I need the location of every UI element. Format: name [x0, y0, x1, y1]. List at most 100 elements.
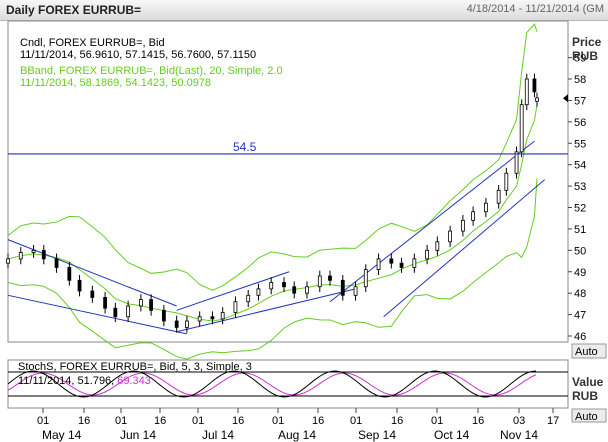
- stoch-legend-d: 69.343: [117, 375, 151, 387]
- candle-body: [149, 299, 154, 311]
- candle-body: [460, 219, 465, 232]
- candle-body: [269, 282, 274, 290]
- candle-body: [184, 320, 189, 328]
- candle-body: [328, 275, 332, 281]
- horizontal-line-label: 54.5: [233, 140, 257, 154]
- trendline[interactable]: [7, 294, 187, 335]
- price-tick-label: 46: [574, 331, 586, 343]
- candle-body: [399, 262, 404, 268]
- trendline[interactable]: [176, 288, 356, 333]
- price-tick-label: 51: [574, 224, 586, 236]
- price-tick-label: 48: [574, 288, 586, 300]
- candle-body: [504, 172, 509, 191]
- candle-body: [532, 78, 537, 93]
- trendline[interactable]: [176, 271, 290, 311]
- stoch-legend-title: StochS, FOREX EURRUB=, Bid, 5, 3, Simple…: [18, 361, 252, 373]
- date-tick-label: 16: [154, 415, 166, 427]
- month-label: Oct 14: [434, 428, 470, 442]
- trendline[interactable]: [7, 239, 177, 307]
- candle-body: [18, 252, 23, 260]
- date-tick-label: 01: [350, 415, 362, 427]
- candle-body: [197, 316, 202, 322]
- candle-body: [77, 279, 82, 292]
- candle-body: [519, 104, 524, 153]
- price-tick-label: 52: [574, 203, 586, 215]
- candle-body: [6, 258, 10, 264]
- bband-middle-line: [7, 104, 538, 322]
- candle-body: [353, 286, 358, 296]
- candle-body: [41, 249, 46, 260]
- trendline[interactable]: [383, 179, 545, 318]
- candle-legend-values: 11/11/2014, 56.9610, 57.1415, 56.7600, 5…: [20, 49, 256, 61]
- candle-body: [54, 258, 59, 268]
- candle-body: [317, 275, 322, 288]
- candle-body: [174, 320, 179, 328]
- date-tick-label: 01: [272, 415, 284, 427]
- candle-body: [282, 282, 286, 288]
- candle-body: [514, 151, 519, 174]
- current-price-marker: [563, 94, 568, 103]
- month-label: May 14: [42, 428, 82, 442]
- price-tick-label: 50: [574, 245, 586, 257]
- candle-body: [67, 267, 72, 281]
- candle-body: [535, 97, 539, 102]
- stoch-k-line: [7, 370, 537, 398]
- candle-body: [376, 258, 381, 271]
- month-label: Nov 14: [500, 428, 538, 442]
- bband-legend-title: BBand, FOREX EURRUB=, Bid(Last), 20, Sim…: [20, 65, 283, 77]
- month-label: Jul 14: [202, 428, 234, 442]
- bband-legend-values: 11/11/2014, 58.1869, 54.1423, 50.0978: [20, 77, 211, 89]
- price-tick-label: 56: [574, 117, 586, 129]
- candle-body: [90, 290, 95, 298]
- candle-body: [448, 230, 453, 243]
- bband-upper-line: [7, 23, 538, 291]
- date-tick-label: 01: [115, 415, 127, 427]
- stoch-legend-k: 11/11/2014, 51.796,: [18, 375, 114, 387]
- price-tick-label: 58: [574, 74, 586, 86]
- price-tick-label: 54: [574, 160, 586, 172]
- chart-title-bar: Daily FOREX EURRUB= 4/18/2014 - 11/21/20…: [0, 0, 608, 21]
- candle-legend-title: Cndl, FOREX EURRUB=, Bid: [20, 37, 165, 49]
- price-tick-label: 47: [574, 310, 586, 322]
- auto-scale-button-stoch[interactable]: Auto: [571, 408, 607, 423]
- auto-scale-button-price[interactable]: Auto: [571, 343, 607, 359]
- candle-body: [389, 258, 394, 264]
- value-axis-unit: RUB: [572, 389, 598, 403]
- date-tick-label: 16: [232, 415, 244, 427]
- candle-body: [126, 305, 131, 318]
- date-tick-label: 01: [431, 415, 443, 427]
- date-tick-label: 17: [547, 415, 559, 427]
- candle-body: [103, 297, 108, 309]
- price-axis-title: Price: [572, 35, 602, 49]
- date-tick-label: 03: [513, 415, 525, 427]
- stoch-legend-values: 11/11/2014, 51.796, 69.343: [18, 375, 151, 387]
- month-label: Sep 14: [358, 428, 396, 442]
- candle-body: [483, 202, 488, 213]
- chart-title: Daily FOREX EURRUB=: [6, 3, 142, 17]
- candle-body: [113, 307, 118, 318]
- price-axis-unit: RUB: [572, 49, 598, 63]
- month-label: Jun 14: [120, 428, 156, 442]
- candle-body: [363, 269, 368, 288]
- candle-body: [138, 299, 143, 307]
- date-tick-label: 16: [472, 415, 484, 427]
- date-tick-label: 16: [312, 415, 324, 427]
- date-range: 4/18/2014 - 11/21/2014 (GM: [466, 3, 604, 15]
- price-tick-label: 55: [574, 138, 586, 150]
- candle-body: [31, 249, 36, 253]
- month-label: Aug 14: [278, 428, 316, 442]
- auto-button-label-lower: Auto: [575, 411, 598, 423]
- candle-body: [435, 241, 440, 251]
- price-tick-label: 57: [574, 95, 586, 107]
- candle-body: [471, 211, 476, 221]
- price-tick-label: 59: [574, 53, 586, 65]
- candle-body: [524, 78, 529, 106]
- date-tick-label: 01: [192, 415, 204, 427]
- candle-body: [292, 286, 297, 294]
- date-tick-label: 16: [391, 415, 403, 427]
- candle-body: [425, 249, 430, 260]
- candle-body: [233, 301, 238, 313]
- candle-body: [496, 189, 501, 204]
- stoch-panel: [7, 359, 569, 409]
